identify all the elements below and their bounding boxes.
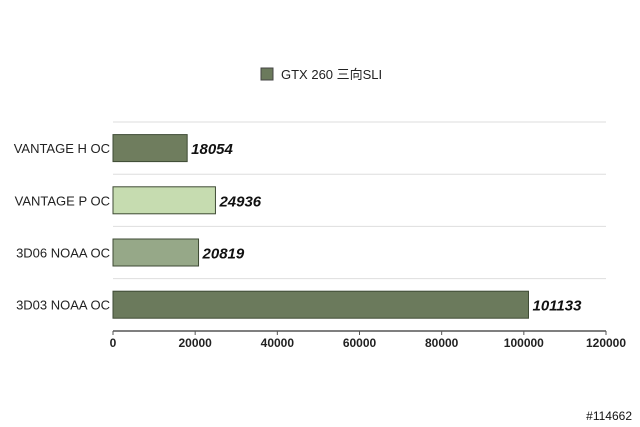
bars <box>112 134 529 319</box>
legend-label: GTX 260 三向SLI <box>281 67 382 82</box>
legend: GTX 260 三向SLI <box>260 67 382 82</box>
category-label: 3D06 NOAA OC <box>16 246 110 261</box>
x-tick-label: 120000 <box>586 336 626 350</box>
bar-vantage-h-oc <box>112 134 188 163</box>
data-label: 101133 <box>532 298 582 315</box>
bar-3d06-noaa-oc <box>112 238 200 267</box>
x-tick-label: 0 <box>110 336 117 350</box>
x-tick-label: 60000 <box>343 336 377 350</box>
data-label: 18054 <box>191 141 233 158</box>
data-label: 20819 <box>202 246 245 263</box>
data-label: 24936 <box>218 193 261 210</box>
category-label: 3D03 NOAA OC <box>16 298 110 313</box>
watermark-text: #114662 <box>586 409 632 423</box>
data-labels: 18054 24936 20819 101133 <box>191 141 582 315</box>
x-tick-label: 100000 <box>504 336 544 350</box>
category-label: VANTAGE H OC <box>14 141 110 156</box>
x-tick-label: 80000 <box>425 336 459 350</box>
x-tick-label: 40000 <box>261 336 295 350</box>
bar-vantage-p-oc <box>112 186 216 215</box>
category-label: VANTAGE P OC <box>15 193 110 208</box>
gridlines <box>113 121 606 280</box>
bar-3d03-noaa-oc <box>112 290 529 319</box>
x-tick-labels: 0 20000 40000 60000 80000 100000 120000 <box>110 331 626 350</box>
x-tick-label: 20000 <box>178 336 212 350</box>
legend-swatch <box>260 67 274 81</box>
category-labels: VANTAGE H OC VANTAGE P OC 3D06 NOAA OC 3D03… <box>14 141 110 313</box>
